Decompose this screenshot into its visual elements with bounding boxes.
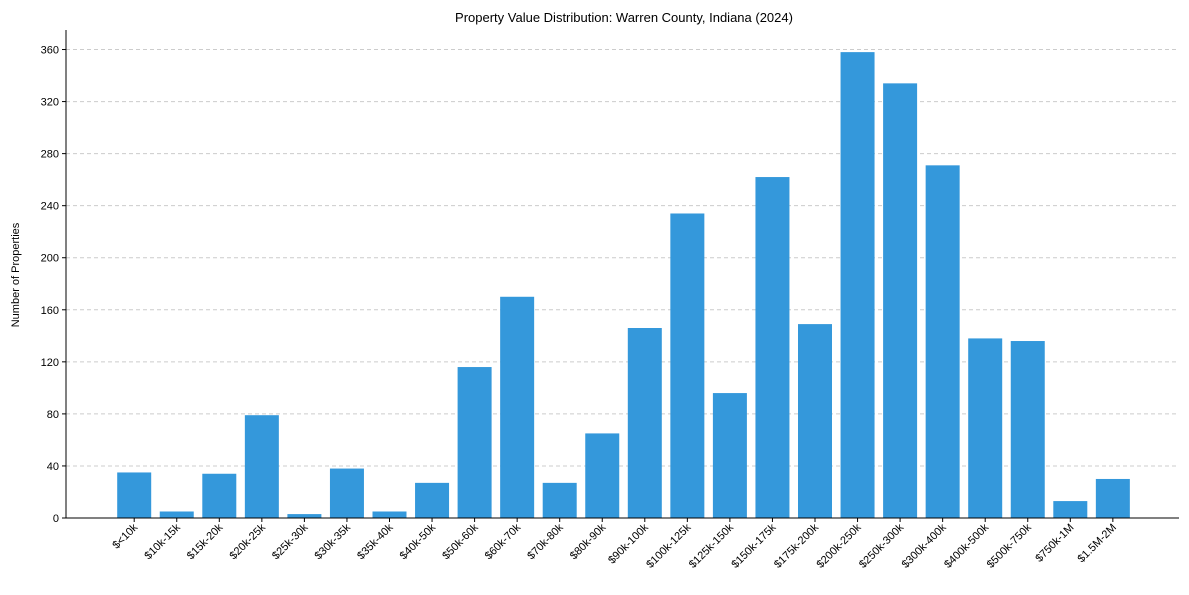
bar bbox=[244, 415, 279, 518]
y-tick-label: 0 bbox=[53, 513, 59, 525]
y-tick-label: 320 bbox=[41, 97, 59, 109]
y-tick-label: 280 bbox=[41, 149, 59, 161]
bar bbox=[883, 83, 918, 518]
x-tick-label: $<10k bbox=[110, 521, 140, 551]
y-tick-label: 240 bbox=[41, 201, 59, 213]
bar bbox=[117, 472, 152, 518]
x-tick-label: $150k-175k bbox=[729, 521, 778, 570]
x-tick-label: $20k-25k bbox=[227, 521, 268, 562]
x-tick-label: $35k-40k bbox=[355, 521, 396, 562]
x-tick-label: $90k-100k bbox=[606, 521, 651, 566]
bar bbox=[542, 482, 577, 518]
bar bbox=[925, 165, 960, 518]
x-tick-label: $40k-50k bbox=[398, 521, 439, 562]
bar bbox=[287, 514, 322, 518]
bar bbox=[159, 511, 194, 518]
x-tick-label: $300k-400k bbox=[900, 521, 949, 570]
bar bbox=[755, 177, 790, 518]
x-tick-label: $80k-90k bbox=[568, 521, 609, 562]
x-tick-label: $10k-15k bbox=[142, 521, 183, 562]
bar bbox=[968, 338, 1003, 518]
bar bbox=[500, 296, 535, 518]
y-tick-label: 360 bbox=[41, 45, 59, 57]
x-tick-label: $400k-500k bbox=[942, 521, 991, 570]
y-tick-label: 120 bbox=[41, 357, 59, 369]
y-tick-label: 200 bbox=[41, 253, 59, 265]
bar bbox=[329, 468, 364, 518]
y-axis-label: Number of Properties bbox=[10, 222, 22, 327]
bar bbox=[1095, 478, 1130, 518]
grid-lines bbox=[66, 49, 1179, 467]
x-tick-label: $50k-60k bbox=[440, 521, 481, 562]
y-tick-label: 80 bbox=[47, 409, 59, 421]
bar bbox=[372, 511, 407, 518]
bars bbox=[117, 52, 1130, 518]
bar bbox=[202, 473, 237, 518]
bar bbox=[457, 367, 492, 518]
x-tick-label: $125k-150k bbox=[687, 521, 736, 570]
x-tick-label: $250k-300k bbox=[857, 521, 906, 570]
chart-title: Property Value Distribution: Warren Coun… bbox=[455, 10, 793, 25]
y-tick-label: 40 bbox=[47, 461, 59, 473]
bar bbox=[840, 52, 875, 518]
bar bbox=[585, 433, 620, 518]
bar bbox=[1053, 501, 1088, 518]
axes bbox=[65, 30, 1179, 519]
bar bbox=[670, 213, 705, 518]
x-tick-label: $60k-70k bbox=[483, 521, 524, 562]
x-tick-label: $15k-20k bbox=[185, 521, 226, 562]
bar bbox=[627, 328, 662, 518]
bar bbox=[798, 324, 832, 518]
bar bbox=[415, 482, 450, 518]
y-axis-ticks: 0 40 80 120 160 200 240 280 320 360 bbox=[41, 45, 66, 525]
x-tick-label: $1.5M-2M bbox=[1075, 522, 1119, 566]
y-tick-label: 160 bbox=[41, 305, 59, 317]
x-tick-label: $25k-30k bbox=[270, 521, 311, 562]
bar bbox=[1010, 341, 1045, 518]
x-axis-ticks: $<10k $10k-15k $15k-20k $20k-25k $25k-30k $30… bbox=[110, 518, 1119, 571]
x-tick-label: $100k-125k bbox=[644, 521, 693, 570]
x-tick-label: $175k-200k bbox=[772, 521, 821, 570]
x-tick-label: $30k-35k bbox=[313, 521, 354, 562]
x-tick-label: $750k-1M bbox=[1033, 522, 1076, 565]
x-tick-label: $70k-80k bbox=[525, 521, 566, 562]
x-tick-label: $500k-750k bbox=[985, 521, 1034, 570]
x-tick-label: $200k-250k bbox=[815, 521, 864, 570]
bar bbox=[712, 393, 747, 518]
